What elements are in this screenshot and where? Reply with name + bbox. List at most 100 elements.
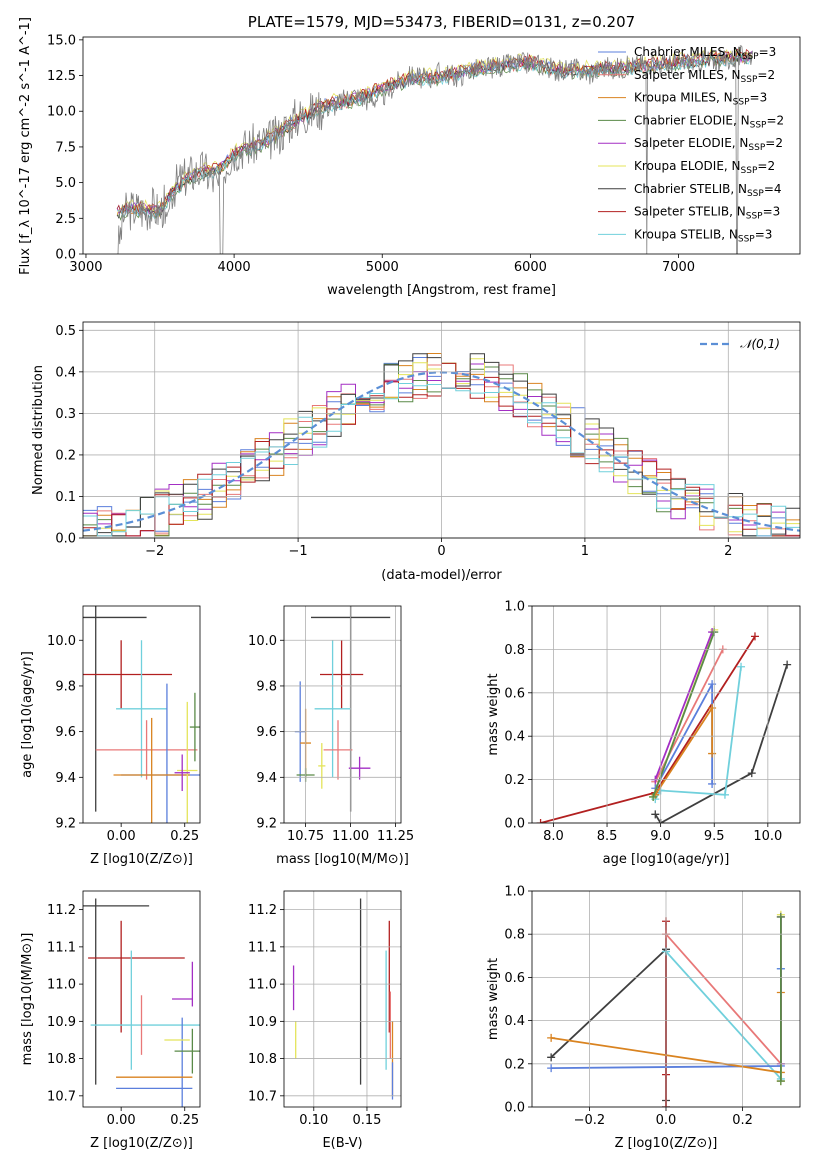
y-tick-label: 2.5 <box>55 212 76 227</box>
panel-spectrum: 3000 4000 5000 6000 7000 0.0 2.5 5.0 7.5 10.0 12.5… <box>47 33 801 275</box>
y-axis-label: Normed distribution <box>31 365 46 495</box>
x-tick-label: 9.0 <box>650 829 671 844</box>
chart-title: PLATE=1579, MJD=53473, FIBERID=0131, z=0… <box>248 13 635 31</box>
legend-entry: Salpeter STELIB, NSSP=3 <box>634 205 780 222</box>
y-tick-label: 11.2 <box>47 903 76 918</box>
y-tick-label: 9.4 <box>55 771 76 786</box>
legend-subscript: SSP <box>748 143 765 153</box>
panel-age-vs-Z: 0.00 0.25 9.2 9.4 9.6 9.8 10.0 <box>47 605 201 844</box>
mass-weight-marker <box>649 792 658 801</box>
y-tick-label: 0.5 <box>55 324 76 339</box>
y-tick-label: 10.9 <box>248 1015 277 1030</box>
mass-weight-marker <box>708 703 717 712</box>
x-tick-label: 10.0 <box>753 829 782 844</box>
legend-entry-text: Salpeter MILES, N <box>634 68 741 82</box>
legend-entry: Salpeter ELODIE, NSSP=2 <box>634 136 783 153</box>
x-tick-label: 0 <box>437 544 445 559</box>
mass-weight-marker <box>750 632 759 641</box>
y-tick-label: 0.6 <box>504 686 525 701</box>
mass-weight-marker <box>737 662 746 671</box>
y-tick-label: 0.6 <box>504 971 525 986</box>
y-axis-label: Flux [f_λ 10^-17 erg cm^-2 s^-1 A^-1] <box>18 17 33 275</box>
mass-weight-marker <box>776 1077 785 1086</box>
x-tick-label: 8.0 <box>543 829 564 844</box>
axes-frame <box>82 36 801 255</box>
legend-entry: Chabrier ELODIE, NSSP=2 <box>634 113 784 130</box>
legend-entry: Kroupa STELIB, NSSP=3 <box>634 227 772 244</box>
legend-entry-value: =2 <box>757 68 775 82</box>
mass-weight-marker <box>720 790 729 799</box>
legend-entry-value: =2 <box>766 113 784 127</box>
x-tick-label: 0.25 <box>170 1113 199 1128</box>
legend-entry-text: Chabrier STELIB, N <box>634 182 747 196</box>
y-tick-label: 10.0 <box>47 105 76 120</box>
y-tick-label: 9.2 <box>256 817 277 832</box>
panel-mass-vs-EBV: 0.10 0.15 10.7 10.8 10.9 11.0 11.1 11.2 <box>248 890 402 1128</box>
mass-weight-marker <box>747 769 756 778</box>
x-axis-label: Z [log10(Z/Z⊙)] <box>615 1136 718 1151</box>
mass-weight-marker <box>783 660 792 669</box>
legend-entry-text: Kroupa ELODIE, N <box>634 159 741 173</box>
y-tick-label: 10.0 <box>248 634 277 649</box>
axes-frame <box>82 890 201 1108</box>
observed-spectrum-line <box>117 45 753 254</box>
y-tick-label: 11.0 <box>248 978 277 993</box>
y-axis-label: mass [log10(M/M⊙)] <box>20 933 35 1066</box>
y-tick-label: 9.4 <box>256 771 277 786</box>
x-tick-label: −1 <box>289 544 308 559</box>
x-axis-label: wavelength [Angstrom, rest frame] <box>327 283 556 298</box>
x-tick-label: 11.00 <box>332 829 369 844</box>
y-tick-label: 10.9 <box>47 1015 76 1030</box>
legend-entry-value: =3 <box>750 91 768 105</box>
legend-entry-text: Salpeter STELIB, N <box>634 205 746 219</box>
x-tick-label: 11.25 <box>377 829 414 844</box>
y-tick-label: 0.8 <box>504 643 525 658</box>
x-tick-label: 0.15 <box>352 1113 381 1128</box>
axes-frame <box>283 605 402 824</box>
y-tick-label: 0.3 <box>55 407 76 422</box>
y-tick-label: 10.7 <box>47 1089 76 1104</box>
legend-entry-value: =2 <box>757 159 775 173</box>
y-tick-label: 5.0 <box>55 176 76 191</box>
y-tick-label: 1.0 <box>504 600 525 615</box>
x-tick-label: 6000 <box>514 260 547 275</box>
x-tick-label: 4000 <box>218 260 251 275</box>
y-axis-label: mass weight <box>486 958 501 1040</box>
legend-entry-text: Kroupa MILES, N <box>634 91 733 105</box>
x-tick-label: 8.5 <box>597 829 618 844</box>
y-axis-label: mass weight <box>486 673 501 755</box>
plot-area <box>116 45 753 254</box>
x-tick-label: 10.75 <box>287 829 324 844</box>
x-tick-label: 0.25 <box>170 829 199 844</box>
plot-area <box>536 625 792 823</box>
legend-entry-text: Salpeter ELODIE, N <box>634 136 748 150</box>
legend-subscript: SSP <box>750 120 767 130</box>
legend-subscript: SSP <box>746 212 763 222</box>
x-axis-label: (data-model)/error <box>381 568 502 583</box>
x-axis-label: age [log10(age/yr)] <box>603 852 730 867</box>
x-tick-label: 0.00 <box>107 829 136 844</box>
plot-area <box>294 606 391 812</box>
legend-entry-value: =3 <box>763 205 781 219</box>
legend-entry-value: =4 <box>764 182 782 196</box>
legend-entry: Kroupa MILES, NSSP=3 <box>634 91 767 108</box>
y-tick-label: 0.4 <box>504 730 525 745</box>
x-axis-label: E(B-V) <box>322 1136 362 1151</box>
x-tick-label: 1 <box>581 544 589 559</box>
legend-entry-value: =2 <box>765 136 783 150</box>
y-tick-label: 11.2 <box>248 903 277 918</box>
y-tick-label: 0.1 <box>55 490 76 505</box>
x-tick-label: −0.2 <box>574 1113 606 1128</box>
x-axis-label: Z [log10(Z/Z⊙)] <box>90 852 193 867</box>
legend-subscript: SSP <box>733 98 750 108</box>
mass-weight-line <box>654 631 713 780</box>
plot-area <box>83 606 200 823</box>
mass-weight-line <box>550 947 667 1107</box>
x-tick-label: 3000 <box>69 260 102 275</box>
axes-frame <box>82 605 201 824</box>
y-axis-label: age [log10(age/yr)] <box>20 651 35 778</box>
legend-entry-text: Chabrier ELODIE, N <box>634 113 750 127</box>
panel-residuals: −2 −1 0 1 2 0.0 0.1 0.2 0.3 0.4 0.5 <box>55 321 801 559</box>
x-tick-label: 0.00 <box>107 1113 136 1128</box>
